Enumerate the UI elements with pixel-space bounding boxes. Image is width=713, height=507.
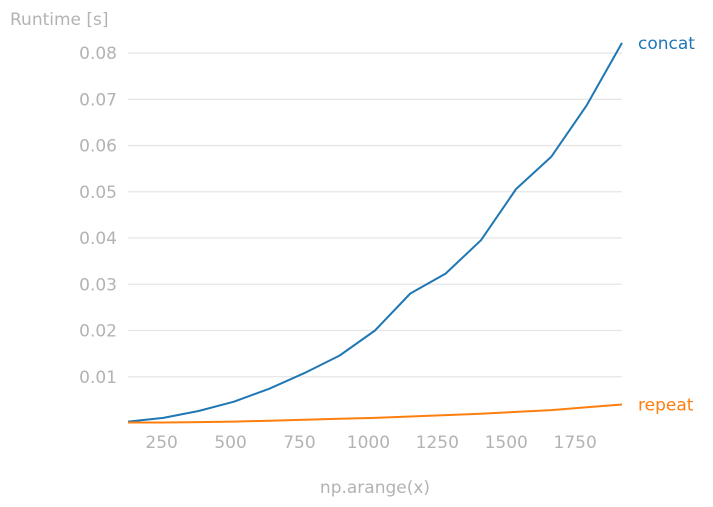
x-tick-label: 500 (214, 433, 246, 453)
series-labels: concat repeat (638, 34, 695, 416)
series-label-concat: concat (638, 34, 695, 54)
y-tick-label: 0.08 (79, 44, 117, 64)
x-tick-label: 1000 (347, 433, 390, 453)
series-lines (127, 42, 623, 424)
x-axis-label: np.arange(x) (320, 478, 430, 498)
x-tick-label: 750 (283, 433, 315, 453)
gridlines (128, 52, 622, 378)
series-line-concat (127, 42, 623, 423)
series-line-repeat (128, 403, 623, 424)
x-tick-label: 1750 (554, 433, 597, 453)
y-tick-label: 0.03 (79, 275, 117, 295)
y-tick-labels: 0.01 0.02 0.03 0.04 0.05 0.06 0.07 0.08 (79, 44, 117, 388)
series-label-repeat: repeat (638, 396, 694, 416)
y-axis-label: Runtime [s] (10, 10, 109, 30)
x-tick-labels: 250 500 750 1000 1250 1500 1750 (145, 433, 596, 453)
y-tick-label: 0.07 (79, 90, 117, 110)
x-tick-label: 250 (145, 433, 177, 453)
y-tick-label: 0.01 (79, 368, 117, 388)
y-tick-label: 0.05 (79, 183, 117, 203)
x-tick-label: 1250 (416, 433, 459, 453)
y-tick-label: 0.04 (79, 229, 117, 249)
x-tick-label: 1500 (485, 433, 528, 453)
y-tick-label: 0.06 (79, 137, 117, 157)
y-tick-label: 0.02 (79, 322, 117, 342)
